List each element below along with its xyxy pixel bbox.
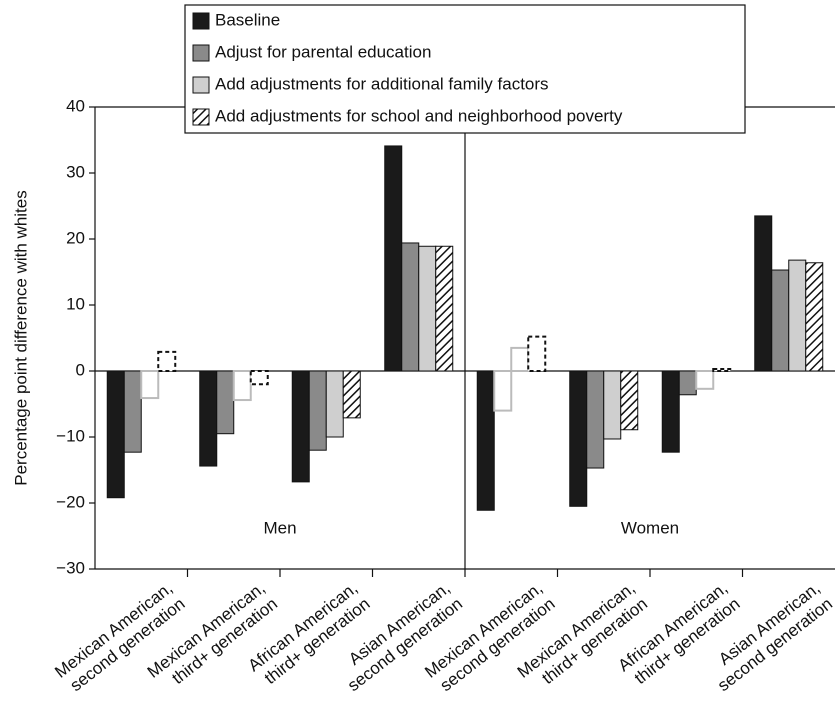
bar: [569, 370, 588, 507]
y-axis-label: Percentage point difference with whites: [11, 190, 30, 485]
bar: [805, 262, 824, 372]
bar: [140, 370, 160, 400]
bar: [342, 370, 361, 419]
bar: [418, 245, 437, 372]
legend-box: [184, 4, 746, 134]
legend-swatch: [192, 44, 210, 62]
bar: [493, 370, 513, 412]
bar: [476, 370, 495, 511]
y-tick-label: 10: [66, 294, 85, 313]
legend-label: Add adjustments for additional family fa…: [215, 74, 549, 93]
bar: [106, 370, 125, 499]
bar: [695, 370, 715, 390]
bar: [291, 370, 310, 483]
bar: [401, 242, 420, 372]
bar: [435, 245, 454, 372]
bar: [232, 370, 252, 402]
legend-label: Baseline: [215, 10, 280, 29]
x-tick-label: Mexican American,second generation: [52, 579, 189, 698]
bar: [586, 370, 605, 469]
bar: [216, 370, 235, 435]
bar: [325, 370, 344, 438]
bar: [678, 370, 697, 396]
bar: [712, 368, 732, 372]
bar: [123, 370, 142, 453]
legend-swatch: [192, 76, 210, 94]
y-tick-label: −20: [56, 492, 85, 511]
y-tick-label: 0: [76, 360, 85, 379]
legend-label: Adjust for parental education: [215, 42, 431, 61]
y-tick-label: 20: [66, 228, 85, 247]
bar: [620, 370, 639, 431]
bar: [157, 350, 177, 372]
bar: [199, 370, 218, 467]
bar: [788, 259, 807, 372]
bar: [308, 370, 327, 451]
y-tick-label: 40: [66, 96, 85, 115]
y-tick-label: 30: [66, 162, 85, 181]
y-tick-label: −30: [56, 558, 85, 577]
legend-swatch: [192, 108, 210, 126]
bar: [754, 215, 773, 372]
bar: [249, 370, 269, 386]
bar: [510, 346, 530, 372]
panel-label: Men: [263, 518, 296, 537]
bar: [527, 335, 547, 372]
bar: [771, 269, 790, 372]
legend-label: Add adjustments for school and neighborh…: [215, 106, 623, 125]
y-tick-label: −10: [56, 426, 85, 445]
panel-label: Women: [621, 518, 679, 537]
bar: [384, 145, 403, 372]
bar: [603, 370, 622, 440]
legend-swatch: [192, 12, 210, 30]
bar: [661, 370, 680, 453]
